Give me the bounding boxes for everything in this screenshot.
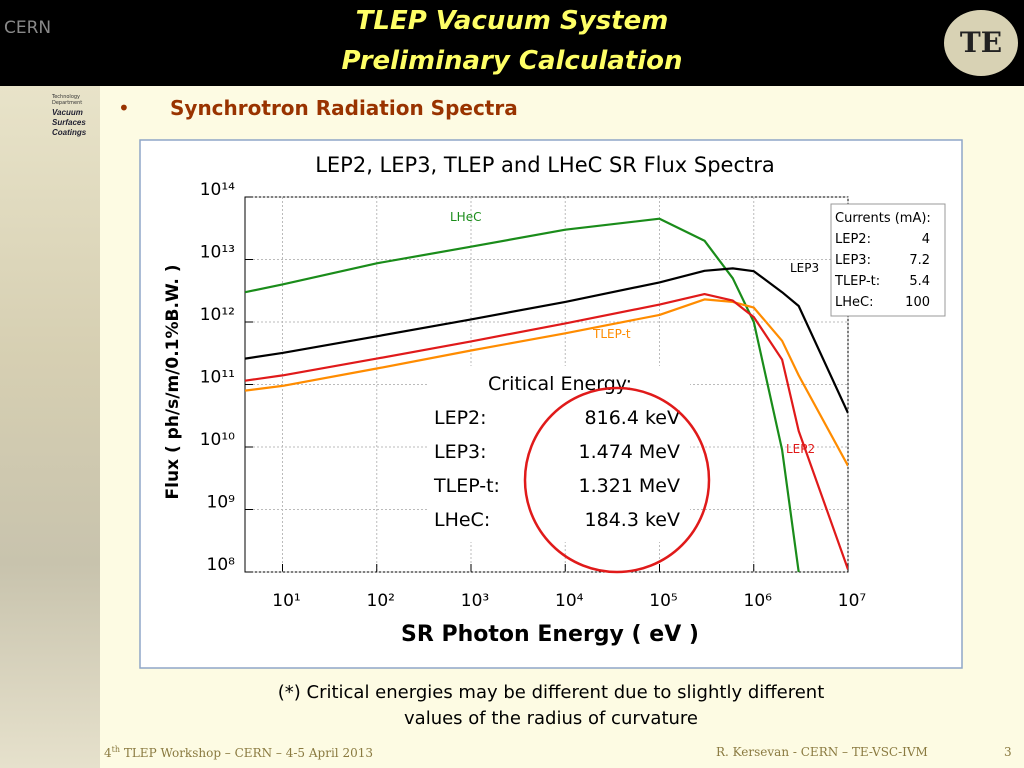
y-tick-label: 10¹¹ xyxy=(200,368,235,388)
currents-label: LEP2: xyxy=(835,232,871,247)
critical-value: 816.4 keV xyxy=(585,407,680,429)
group: Vacuum xyxy=(52,108,83,117)
y-tick-label: 10¹² xyxy=(200,305,235,325)
currents-title: Currents (mA): xyxy=(835,211,931,226)
y-tick-label: 10¹⁴ xyxy=(200,180,235,200)
series-line xyxy=(245,293,848,570)
x-tick-label: 10⁴ xyxy=(555,591,584,611)
critical-label: LHeC: xyxy=(434,509,490,531)
y-tick-label: 10¹⁰ xyxy=(200,430,235,450)
te-logo: TE xyxy=(944,10,1018,76)
critical-value: 184.3 keV xyxy=(585,509,680,531)
x-tick-label: 10³ xyxy=(461,591,489,611)
series-label: LHeC xyxy=(450,210,481,224)
chart-title: LEP2, LEP3, TLEP and LHeC SR Flux Spectr… xyxy=(315,153,775,177)
critical-value: 1.321 MeV xyxy=(578,475,680,497)
series-line xyxy=(245,298,848,467)
critical-label: LEP3: xyxy=(434,441,487,463)
currents-value: 5.4 xyxy=(909,274,930,289)
slide-title: Preliminary Calculation xyxy=(341,46,683,76)
currents-label: LEP3: xyxy=(835,253,871,268)
currents-value: 7.2 xyxy=(909,253,930,268)
y-tick-label: 10⁸ xyxy=(207,555,236,575)
x-tick-label: 10² xyxy=(367,591,395,611)
page-number: 3 xyxy=(1004,745,1012,759)
group: Surfaces xyxy=(52,118,86,127)
group: Coatings xyxy=(52,128,87,137)
bullet-dot: • xyxy=(118,96,130,120)
chart: LEP2, LEP3, TLEP and LHeC SR Flux Spectr… xyxy=(139,139,963,669)
footer-left: 4th TLEP Workshop – CERN – 4-5 April 201… xyxy=(104,745,373,760)
y-tick-label: 10⁹ xyxy=(207,493,236,513)
x-label: SR Photon Energy ( eV ) xyxy=(401,622,699,647)
note: (*) Critical energies may be different d… xyxy=(277,682,825,703)
critical-title: Critical Energy: xyxy=(488,373,632,395)
critical-value: 1.474 MeV xyxy=(578,441,680,463)
currents-value: 4 xyxy=(922,232,930,247)
series-label: LEP2 xyxy=(786,442,815,456)
currents-label: LHeC: xyxy=(835,295,873,310)
series-label: TLEP-t xyxy=(592,327,631,341)
header: CERN TLEP Vacuum System Preliminary Calc… xyxy=(0,0,1024,86)
note: values of the radius of curvature xyxy=(404,708,698,729)
sidebar: Technology Department Vacuum Surfaces Co… xyxy=(0,86,100,768)
y-label: Flux ( ph/s/m/0.1%B.W. ) xyxy=(163,265,183,500)
dept: Technology Department xyxy=(52,94,83,106)
y-tick-label: 10¹³ xyxy=(200,243,235,263)
slide-title: TLEP Vacuum System xyxy=(355,6,669,36)
x-tick-label: 10⁶ xyxy=(744,591,773,611)
critical-label: TLEP-t: xyxy=(433,475,500,497)
currents-label: TLEP-t: xyxy=(834,274,880,289)
cern-logo: CERN xyxy=(4,18,52,38)
footer-right: R. Kersevan - CERN – TE-VSC-IVM xyxy=(716,745,928,759)
critical-label: LEP2: xyxy=(434,407,487,429)
footer-text: TLEP Workshop – CERN – 4-5 April 2013 xyxy=(120,746,373,760)
series-label: LEP3 xyxy=(790,261,819,275)
series-line xyxy=(245,267,848,414)
series-group xyxy=(245,217,848,572)
currents-box xyxy=(830,203,946,317)
critical-box xyxy=(428,366,690,542)
footer-text: 4 xyxy=(104,746,112,760)
series-line xyxy=(245,217,800,572)
x-tick-label: 10⁷ xyxy=(838,591,867,611)
currents-value: 100 xyxy=(905,295,930,310)
bullet: Synchrotron Radiation Spectra xyxy=(170,96,518,120)
x-tick-label: 10¹ xyxy=(272,591,300,611)
x-tick-label: 10⁵ xyxy=(649,591,677,611)
highlight-circle xyxy=(523,386,711,574)
footer-text: th xyxy=(111,745,121,754)
